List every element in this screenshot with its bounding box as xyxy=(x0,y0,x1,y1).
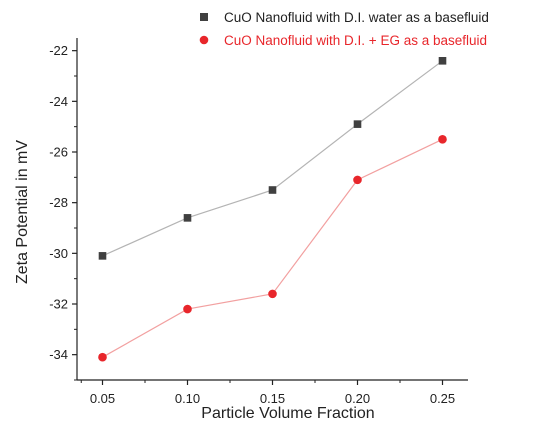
x-tick-label: 0.15 xyxy=(260,391,285,406)
legend-entry: CuO Nanofluid with D.I. water as a basef… xyxy=(200,10,489,25)
legend-label: CuO Nanofluid with D.I. + EG as a basefl… xyxy=(224,33,487,48)
series-line xyxy=(102,60,443,257)
data-point xyxy=(98,352,107,362)
x-axis-label: Particle Volume Fraction xyxy=(201,405,374,422)
data-point xyxy=(438,135,447,144)
axes: -22 -24 -26 -28 -30 -32 -34 0.05 0.10 0.15 0.20 0.2… xyxy=(49,38,468,406)
y-tick-label: -30 xyxy=(49,246,68,261)
data-point xyxy=(353,120,362,128)
data-point xyxy=(183,304,192,314)
x-tick-label: 0.25 xyxy=(430,391,455,406)
legend-entry: CuO Nanofluid with D.I. + EG as a basefl… xyxy=(199,33,487,48)
series-layer xyxy=(98,57,447,362)
series-2 xyxy=(98,135,447,362)
legend-label: CuO Nanofluid with D.I. water as a basef… xyxy=(224,10,489,25)
x-tick-label: 0.10 xyxy=(175,391,200,406)
x-tick-label: 0.20 xyxy=(345,391,370,406)
series-line xyxy=(102,138,443,358)
data-point xyxy=(438,57,447,65)
data-point xyxy=(353,175,362,185)
y-tick-label: -34 xyxy=(49,347,68,362)
y-tick-label: -24 xyxy=(49,94,68,109)
data-point xyxy=(98,252,107,260)
data-point xyxy=(268,289,277,299)
data-point xyxy=(268,186,277,194)
series-1 xyxy=(98,57,447,260)
legend: CuO Nanofluid with D.I. water as a basef… xyxy=(199,10,489,48)
legend-marker xyxy=(199,35,209,45)
data-point xyxy=(183,214,192,222)
y-axis-label: Zeta Potential in mV xyxy=(14,140,31,284)
x-tick-label: 0.05 xyxy=(90,391,115,406)
y-tick-label: -26 xyxy=(49,145,68,160)
y-tick-label: -28 xyxy=(49,195,68,210)
y-tick-label: -32 xyxy=(49,297,68,312)
y-tick-label: -22 xyxy=(49,43,68,58)
legend-marker xyxy=(200,13,208,21)
